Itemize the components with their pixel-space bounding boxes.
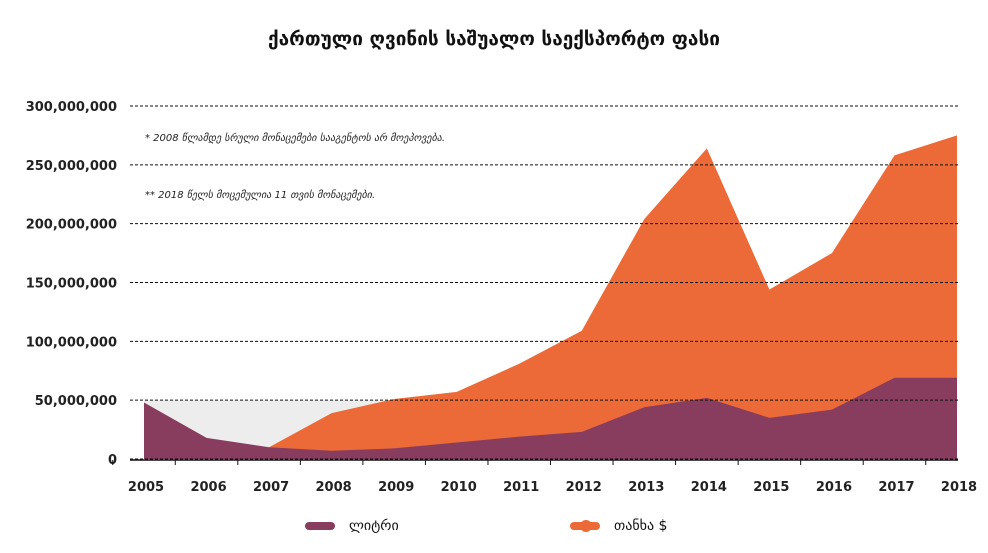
y-tick-label: 150,000,000 [26,277,117,292]
x-tick-label: 2014 [691,480,727,495]
x-tick-label: 2017 [878,480,914,495]
x-tick-label: 2009 [378,480,414,495]
legend-item-liters: ლიტრი [305,518,399,534]
x-tick-label: 2012 [566,480,602,495]
x-tick-label: 2018 [941,480,977,495]
annotation-note: * 2008 წლამდე სრული მონაცემები სააგენტოს… [145,132,445,144]
y-tick-label: 300,000,000 [26,100,117,115]
y-tick-label: 50,000,000 [35,394,117,409]
x-tick-label: 2006 [190,480,226,495]
x-tick-label: 2016 [816,480,852,495]
legend-item-amount: თანხა $ [570,518,667,534]
x-tick-label: 2011 [503,480,539,495]
legend-label-amount: თანხა $ [614,518,668,534]
x-tick-label: 2013 [628,480,664,495]
annotation-note: ** 2018 წელს მოცემულია 11 თვის მონაცემებ… [145,189,375,201]
x-tick-label: 2010 [441,480,477,495]
area-series-amount [269,135,958,459]
area-series-liters [144,377,958,459]
x-tick-label: 2005 [128,480,164,495]
x-tick-label: 2015 [753,480,789,495]
y-tick-label: 100,000,000 [26,335,117,350]
legend-swatch-amount [570,520,600,532]
legend-label-liters: ლიტრი [349,518,399,534]
x-tick-label: 2008 [316,480,352,495]
y-tick-label: 250,000,000 [26,159,117,174]
y-tick-label: 200,000,000 [26,218,117,233]
chart-title: ქართული ღვინის საშუალო საექსპორტო ფასი [268,28,720,50]
x-tick-label: 2007 [253,480,289,495]
legend-swatch-liters [305,522,335,530]
